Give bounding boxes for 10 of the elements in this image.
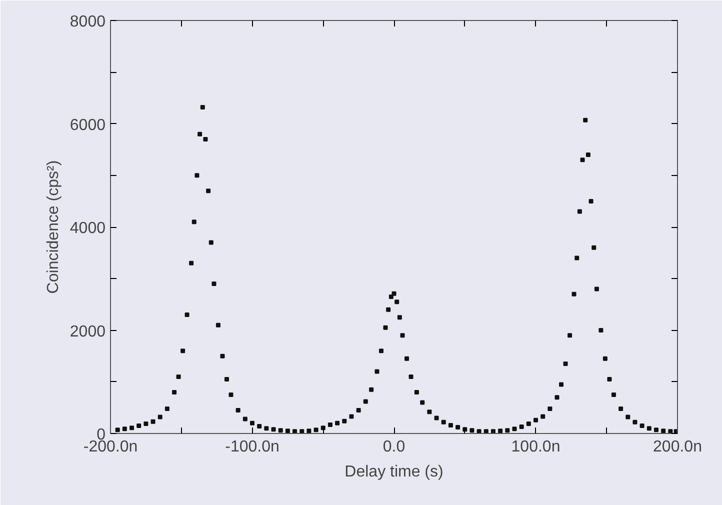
x-tick-label: 0.0 <box>382 438 406 456</box>
x-tick-label: -100.0n <box>225 438 280 456</box>
y-tick-label: 2000 <box>70 323 106 340</box>
x-tick-label: 100.0n <box>511 438 560 456</box>
y-tick-label: 8000 <box>70 14 106 30</box>
y-axis-title: Coincidence (cps²) <box>44 160 62 294</box>
y-tick-label: 4000 <box>70 220 106 237</box>
y-tick-label: 6000 <box>70 116 106 134</box>
x-axis-title: Delay time (s) <box>344 464 444 480</box>
x-tick-label: 200.0n <box>653 438 702 456</box>
